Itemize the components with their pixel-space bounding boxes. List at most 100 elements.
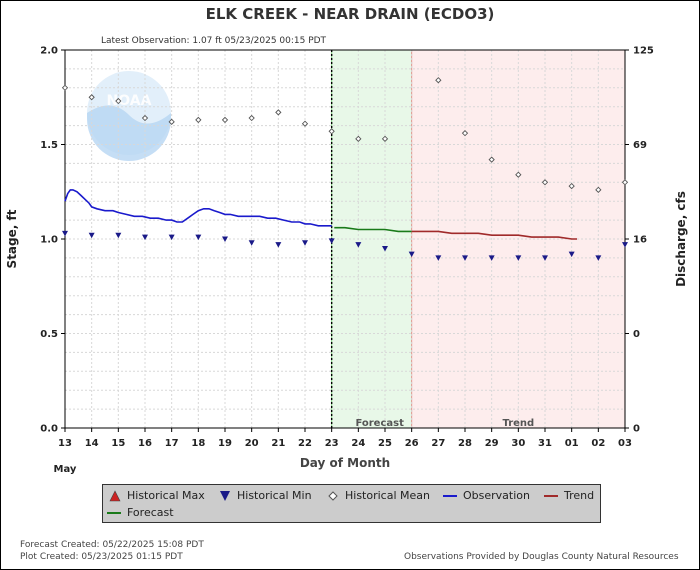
legend-item-historical-max: Historical Max — [109, 489, 205, 502]
line-swatch-icon — [443, 494, 457, 497]
y2-tick-label: 16 — [633, 235, 647, 246]
point-historical-min — [462, 255, 468, 261]
point-historical-mean — [515, 171, 522, 178]
legend-item-trend: Trend — [544, 489, 594, 502]
x-axis-title: Day of Month — [300, 456, 390, 470]
x-tick-label: 31 — [538, 438, 552, 449]
x-tick-label: 01 — [565, 438, 579, 449]
point-historical-mean — [168, 118, 175, 125]
x-tick-label: 27 — [431, 438, 445, 449]
point-historical-min — [488, 255, 495, 261]
diamond-icon — [328, 490, 338, 501]
legend-item-forecast: Forecast — [107, 506, 174, 519]
point-historical-mean — [141, 114, 149, 122]
x-tick-label: 02 — [591, 438, 605, 449]
point-historical-mean — [115, 97, 122, 105]
region-forecast — [331, 49, 413, 429]
region-label-forecast: Forecast — [355, 418, 404, 429]
y2-tick-label: 69 — [633, 140, 647, 151]
point-historical-mean — [355, 135, 362, 142]
point-historical-mean — [61, 84, 69, 91]
point-historical-min — [355, 242, 362, 248]
series-line-observation — [64, 189, 332, 227]
point-historical-min — [622, 242, 628, 248]
data-credit-note: Observations Provided by Douglas County … — [404, 552, 679, 562]
latest-observation: Latest Observation: 1.07 ft 05/23/2025 0… — [101, 36, 327, 46]
line-swatch-icon — [107, 511, 121, 514]
point-historical-mean — [275, 109, 282, 116]
point-historical-min — [302, 240, 308, 246]
y-tick-label: 1.5 — [40, 140, 58, 151]
legend-item-observation: Observation — [443, 489, 530, 502]
chart-title: ELK CREEK - NEAR DRAIN (ECDO3) — [205, 5, 495, 23]
point-historical-mean — [381, 135, 389, 142]
forecast-created-note: Forecast Created: 05/22/2025 15:08 PDT — [20, 540, 204, 550]
point-historical-min — [382, 245, 388, 252]
x-tick-label: 28 — [458, 438, 472, 449]
x-tick-label: 03 — [618, 438, 632, 449]
x-tick-label: 30 — [511, 438, 525, 449]
point-historical-mean — [488, 156, 495, 163]
line-swatch-icon — [544, 494, 558, 497]
noaa-watermark-wave-icon — [87, 105, 171, 161]
point-historical-min — [115, 232, 122, 239]
triangle-up-icon — [109, 489, 121, 501]
x-tick-label: 25 — [378, 438, 392, 449]
noaa-watermark-text: NOAA — [107, 93, 152, 109]
point-historical-mean — [595, 186, 602, 193]
y-tick-label: 0.5 — [40, 329, 58, 340]
point-historical-mean — [435, 77, 442, 84]
x-tick-label: 19 — [218, 438, 232, 449]
point-historical-mean — [621, 179, 629, 186]
y2-tick-label: 0 — [633, 329, 640, 340]
y2-axis-title: Discharge, cfs — [674, 191, 688, 287]
point-historical-min — [275, 242, 282, 248]
x-tick-label: 26 — [405, 438, 419, 449]
legend: Historical Max Historical Min Historical… — [102, 484, 601, 523]
point-historical-min — [408, 251, 415, 258]
point-historical-mean — [248, 114, 255, 122]
point-historical-mean — [88, 94, 95, 101]
x-month-label: May — [54, 464, 77, 475]
x-tick-label: 24 — [351, 438, 365, 449]
legend-label-historical-min: Historical Min — [237, 489, 312, 502]
legend-label-trend: Trend — [564, 489, 595, 502]
y2-tick-label: 0 — [633, 424, 640, 435]
point-historical-min — [168, 234, 175, 241]
triangle-down-icon — [220, 490, 230, 501]
legend-label-historical-max: Historical Max — [127, 489, 205, 502]
point-historical-min — [328, 238, 335, 244]
point-historical-mean — [461, 130, 469, 137]
point-historical-min — [568, 251, 575, 258]
point-historical-min — [195, 234, 202, 241]
y2-tick-label: 125 — [633, 46, 654, 57]
point-historical-min — [62, 230, 68, 237]
legend-label-observation: Observation — [463, 489, 530, 502]
legend-item-historical-mean: Historical Mean — [327, 489, 430, 502]
x-tick-label: 16 — [138, 438, 152, 449]
x-tick-label: 20 — [245, 438, 259, 449]
point-historical-min — [248, 240, 255, 246]
x-tick-label: 13 — [58, 438, 72, 449]
y-tick-label: 0.0 — [40, 424, 58, 435]
x-tick-label: 18 — [191, 438, 205, 449]
point-historical-min — [142, 234, 148, 241]
legend-label-historical-mean: Historical Mean — [345, 489, 430, 502]
point-historical-min — [542, 255, 548, 261]
y-tick-label: 1.0 — [40, 235, 58, 246]
series-line-trend — [411, 230, 577, 240]
plot-created-note: Plot Created: 05/23/2025 01:15 PDT — [20, 552, 183, 562]
point-historical-mean — [195, 116, 202, 124]
legend-label-forecast: Forecast — [127, 506, 174, 519]
region-label-trend: Trend — [502, 418, 534, 429]
series-line-forecast — [334, 226, 412, 233]
point-historical-mean — [221, 116, 229, 124]
point-historical-mean — [541, 179, 549, 186]
point-historical-min — [88, 232, 95, 239]
point-historical-mean — [328, 128, 335, 135]
y-axis-title: Stage, ft — [5, 209, 19, 268]
point-historical-min — [435, 255, 442, 261]
x-tick-label: 21 — [271, 438, 285, 449]
x-tick-label: 14 — [85, 438, 99, 449]
